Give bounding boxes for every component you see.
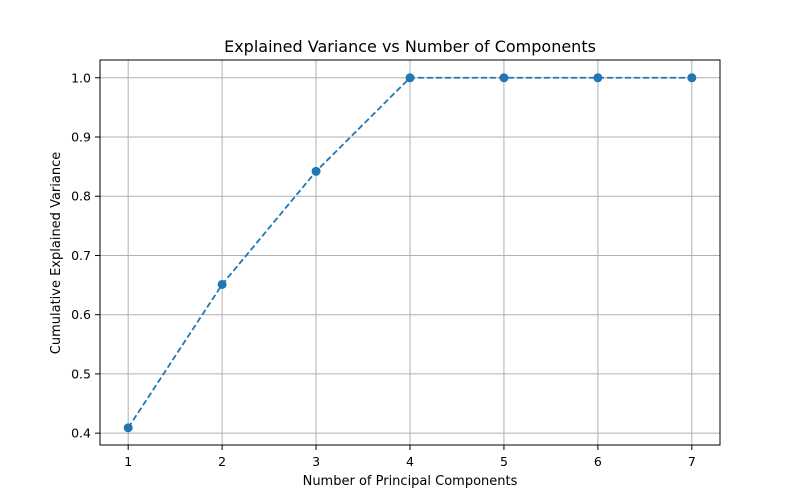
- data-point: [405, 73, 415, 83]
- y-tick-label: 0.5: [71, 366, 91, 381]
- y-tick-label: 0.8: [71, 189, 91, 204]
- y-tick-label: 0.4: [71, 426, 91, 441]
- y-axis-label: Cumulative Explained Variance: [49, 152, 64, 354]
- data-point: [123, 423, 133, 433]
- x-axis-label: Number of Principal Components: [303, 474, 518, 489]
- x-tick-label: 7: [688, 454, 696, 469]
- x-tick-label: 2: [218, 454, 226, 469]
- y-tick-label: 0.9: [71, 130, 91, 145]
- y-axis: 0.4 0.5 0.6 0.7 0.8 0.9 1.0: [71, 70, 100, 441]
- y-tick-label: 1.0: [71, 70, 91, 85]
- x-tick-label: 5: [500, 454, 508, 469]
- x-tick-label: 3: [312, 454, 320, 469]
- x-tick-label: 4: [406, 454, 414, 469]
- data-point: [687, 73, 697, 83]
- data-point: [217, 279, 227, 289]
- y-tick-label: 0.6: [71, 307, 91, 322]
- x-axis: 1 2 3 4 5 6 7: [124, 445, 696, 469]
- series-layer: [123, 73, 697, 433]
- x-tick-label: 6: [594, 454, 602, 469]
- data-point: [311, 166, 321, 176]
- chart-title: Explained Variance vs Number of Componen…: [224, 37, 596, 56]
- x-tick-label: 1: [124, 454, 132, 469]
- data-point: [593, 73, 603, 83]
- data-point: [499, 73, 509, 83]
- y-tick-label: 0.7: [71, 248, 91, 263]
